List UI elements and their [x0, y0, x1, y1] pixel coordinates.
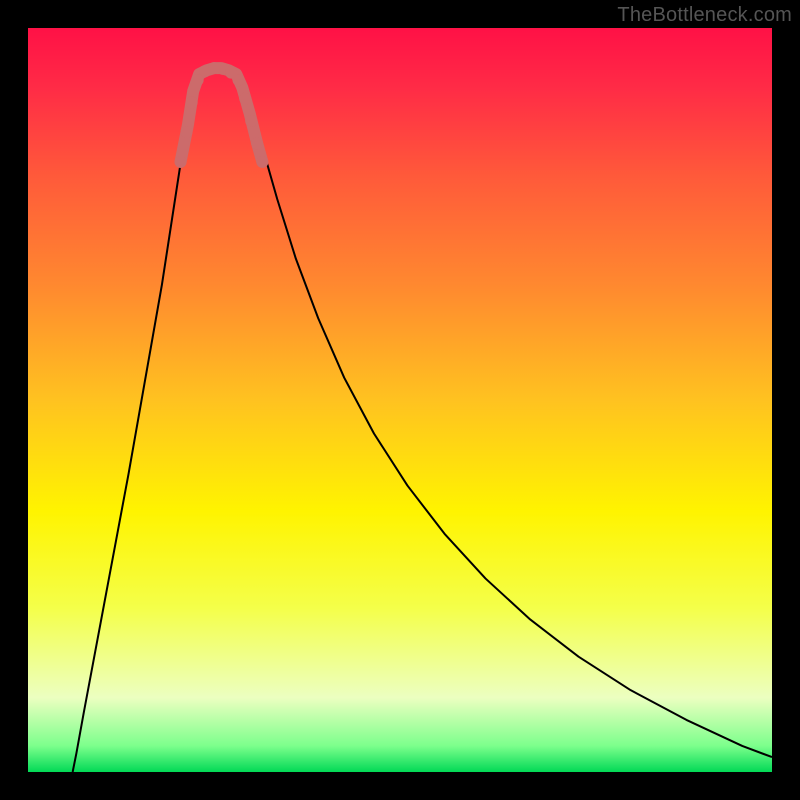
- optimal-zone-dot: [251, 137, 263, 149]
- optimal-zone-dot: [256, 156, 268, 168]
- watermark-text: TheBottleneck.com: [617, 4, 792, 27]
- optimal-zone-dot: [186, 96, 198, 108]
- optimal-zone-dot: [245, 115, 257, 127]
- optimal-zone-dot: [175, 156, 187, 168]
- optimal-zone-dot: [233, 74, 245, 86]
- optimal-zone-dot: [180, 126, 192, 138]
- chart-container: TheBottleneck.com: [0, 0, 800, 800]
- optimal-zone-dot: [239, 93, 251, 105]
- bottleneck-chart: [0, 0, 800, 800]
- plot-background: [28, 28, 772, 772]
